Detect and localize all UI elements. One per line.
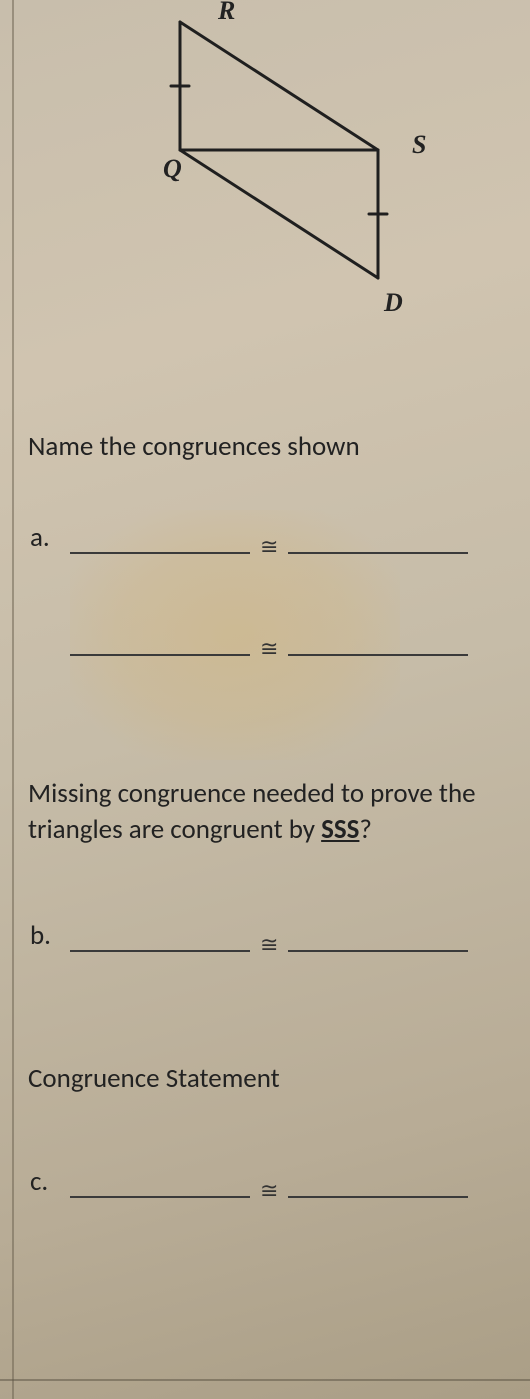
letter-c: c. <box>30 1165 70 1198</box>
diagram-svg <box>68 0 438 330</box>
answer-row-a2: ≅ <box>70 632 524 656</box>
worksheet-content: R Q S D Name the congruences shown a. ≅ … <box>0 0 530 1399</box>
blank-a-left[interactable] <box>70 530 250 554</box>
vertex-label-q: Q <box>163 154 182 184</box>
section-title-missing: Missing congruence needed to prove the t… <box>28 776 524 849</box>
congruent-icon: ≅ <box>250 1186 288 1198</box>
letter-a: a. <box>30 521 70 554</box>
section-title-congruences: Name the congruences shown <box>28 430 524 463</box>
answer-row-a: a. ≅ <box>30 521 524 554</box>
answer-row-b: b. ≅ <box>30 919 524 952</box>
section2-qmark: ? <box>359 813 372 846</box>
blank-c-right[interactable] <box>288 1174 468 1198</box>
answer-row-c: c. ≅ <box>30 1165 524 1198</box>
vertex-label-d: D <box>384 288 403 318</box>
blank-b-left[interactable] <box>70 928 250 952</box>
blank-c-left[interactable] <box>70 1174 250 1198</box>
letter-b: b. <box>30 919 70 952</box>
sss-emphasis: SSS <box>321 813 359 846</box>
blank-b-right[interactable] <box>288 928 468 952</box>
section-title-statement: Congruence Statement <box>28 1062 524 1095</box>
blank-a2-right[interactable] <box>288 632 468 656</box>
blank-a2-left[interactable] <box>70 632 250 656</box>
congruent-icon: ≅ <box>250 940 288 952</box>
blank-a-right[interactable] <box>288 530 468 554</box>
congruent-icon: ≅ <box>250 644 288 656</box>
geometry-diagram: R Q S D <box>68 0 438 330</box>
congruent-icon: ≅ <box>250 542 288 554</box>
page-bottom-rule <box>0 1379 530 1381</box>
section2-text: Missing congruence needed to prove the t… <box>28 777 476 846</box>
vertex-label-s: S <box>412 130 426 160</box>
vertex-label-r: R <box>218 0 235 26</box>
